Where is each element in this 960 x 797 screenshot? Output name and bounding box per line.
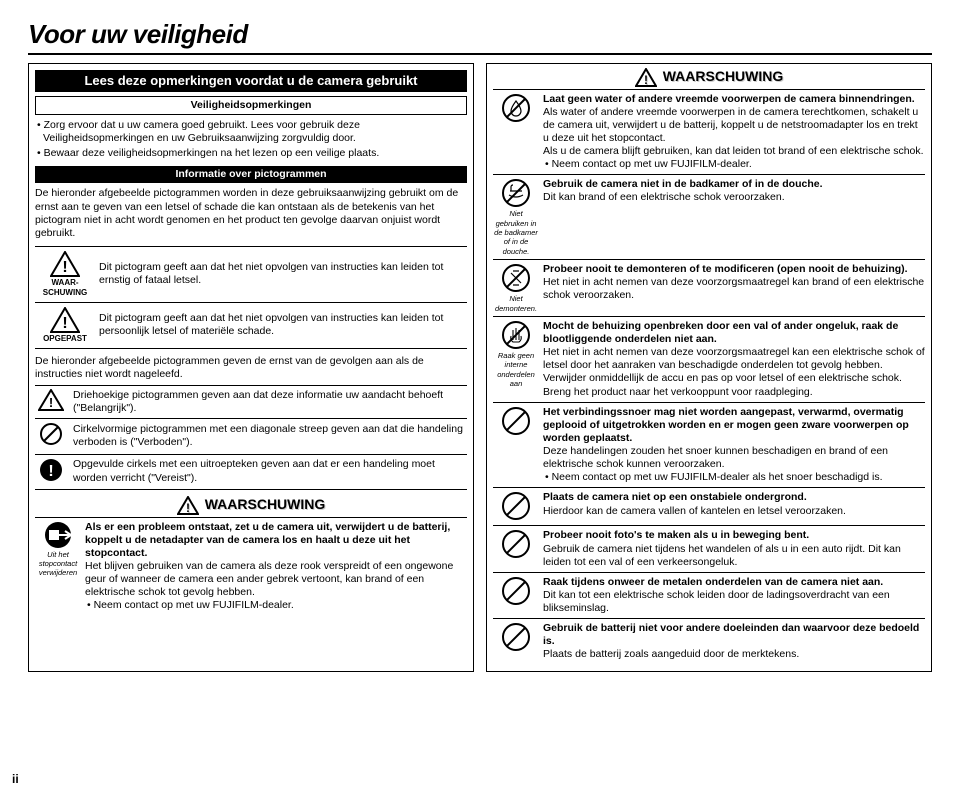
shape-triangle-text: Driehoekige pictogrammen geven aan dat d… xyxy=(73,389,467,415)
svg-text:!: ! xyxy=(62,259,67,276)
svg-text:!: ! xyxy=(48,463,53,480)
pictogram-info-body: De hieronder afgebeelde pictogrammen wor… xyxy=(35,187,467,240)
r1-note: Neem contact op met uw FUJIFILM-dealer. xyxy=(543,158,925,171)
svg-text:!: ! xyxy=(49,395,53,410)
shape-required-text: Opgevulde cirkels met een uitroepteken g… xyxy=(73,458,467,484)
r2-body: Dit kan brand of een elektrische schok v… xyxy=(543,191,925,204)
right-column: ! WAARSCHUWING Laat geen water of andere… xyxy=(486,63,932,672)
r4-heading: Mocht de behuizing openbreken door een v… xyxy=(543,320,925,346)
pict-warning-text: Dit pictogram geeft aan dat het niet opv… xyxy=(99,261,467,287)
r8-heading: Raak tijdens onweer de metalen onderdele… xyxy=(543,576,925,589)
warning-header-icon-r: ! xyxy=(635,68,657,87)
r9-body: Plaats de batterij zoals aangeduid door … xyxy=(543,648,925,661)
socket-body: Het blijven gebruiken van de camera als … xyxy=(85,560,467,599)
caution-triangle-icon: ! xyxy=(50,307,80,333)
intro-1: Zorg ervoor dat u uw camera goed gebruik… xyxy=(35,119,467,145)
safety-notes-heading: Veiligheidsopmerkingen xyxy=(35,96,467,115)
socket-heading: Als er een probleem ontstaat, zet u de c… xyxy=(85,521,467,560)
unplug-label: Uit het stopcontact verwijderen xyxy=(39,550,77,578)
r3-body: Het niet in acht nemen van deze voorzorg… xyxy=(543,276,925,302)
r2-label: Niet gebruiken in de badkamer of in de d… xyxy=(494,209,538,256)
triangle-icon: ! xyxy=(38,389,64,411)
r2-heading: Gebruik de camera niet in de badkamer of… xyxy=(543,178,925,191)
r6-heading: Plaats de camera niet op een onstabiele … xyxy=(543,491,925,504)
r5-body: Deze handelingen zouden het snoer kunnen… xyxy=(543,445,925,471)
forbidden-icon-9 xyxy=(501,622,531,652)
intro-2: Bewaar deze veiligheidsopmerkingen na he… xyxy=(35,147,467,160)
page-title: Voor uw veiligheid xyxy=(28,19,248,49)
required-circle-icon: ! xyxy=(39,458,63,482)
svg-text:!: ! xyxy=(186,501,190,515)
r1-body: Als water of andere vreemde voorwerpen i… xyxy=(543,106,925,159)
unplug-icon xyxy=(41,521,75,549)
r3-label: Niet demonteren. xyxy=(495,294,537,312)
forbidden-icon-6 xyxy=(501,491,531,521)
pict-caution-label: OPGEPAST xyxy=(43,334,87,343)
warning-header-icon: ! xyxy=(177,496,199,515)
r5-note: Neem contact op met uw FUJIFILM-dealer a… xyxy=(543,471,925,484)
forbidden-icon-5 xyxy=(501,406,531,436)
no-touch-internal-icon xyxy=(501,320,531,350)
pict-caution-text: Dit pictogram geeft aan dat het niet opv… xyxy=(99,312,467,338)
no-bath-icon xyxy=(501,178,531,208)
r6-body: Hierdoor kan de camera vallen of kantele… xyxy=(543,505,925,518)
r4-body: Het niet in acht nemen van deze voorzorg… xyxy=(543,346,925,399)
page-number: ii xyxy=(12,772,19,787)
warning-triangle-icon: ! xyxy=(50,251,80,277)
no-water-icon xyxy=(501,93,531,123)
pict-warning-label: WAAR-SCHUWING xyxy=(43,278,87,297)
warning-title: WAARSCHUWING xyxy=(205,496,326,514)
left-column: Lees deze opmerkingen voordat u de camer… xyxy=(28,63,474,672)
forbidden-circle-icon xyxy=(39,422,63,446)
r3-heading: Probeer nooit te demonteren of te modifi… xyxy=(543,263,925,276)
r7-body: Gebruik de camera niet tijdens het wande… xyxy=(543,543,925,569)
r7-heading: Probeer nooit foto's te maken als u in b… xyxy=(543,529,925,542)
forbidden-icon-8 xyxy=(501,576,531,606)
consequences-text: De hieronder afgebeelde pictogrammen gev… xyxy=(35,355,467,381)
r1-heading: Laat geen water of andere vreemde voorwe… xyxy=(543,93,925,106)
socket-note: Neem contact op met uw FUJIFILM-dealer. xyxy=(85,599,467,612)
r4-label: Raak geen interne onderdelen aan xyxy=(497,351,535,388)
svg-text:!: ! xyxy=(644,73,648,87)
shape-forbidden-text: Cirkelvormige pictogrammen met een diago… xyxy=(73,423,467,449)
r8-body: Dit kan tot een elektrische schok leiden… xyxy=(543,589,925,615)
no-disassemble-icon xyxy=(501,263,531,293)
warning-title-r: WAARSCHUWING xyxy=(663,68,784,86)
r9-heading: Gebruik de batterij niet voor andere doe… xyxy=(543,622,925,648)
svg-text:!: ! xyxy=(62,315,67,332)
pictogram-info-heading: Informatie over pictogrammen xyxy=(35,166,467,183)
read-first-banner: Lees deze opmerkingen voordat u de camer… xyxy=(35,70,467,92)
r5-heading: Het verbindingssnoer mag niet worden aan… xyxy=(543,406,925,445)
forbidden-icon-7 xyxy=(501,529,531,559)
